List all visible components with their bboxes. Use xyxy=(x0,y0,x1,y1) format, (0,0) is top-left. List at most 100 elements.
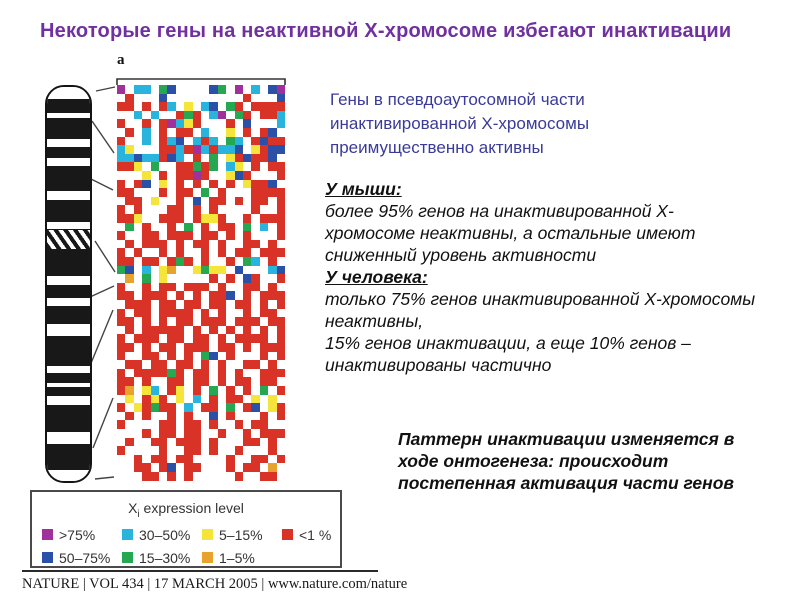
heatmap-cell xyxy=(259,308,269,318)
ideogram-band-black xyxy=(47,387,90,396)
heatmap-cell xyxy=(268,128,277,137)
ideogram-band-black xyxy=(47,147,90,158)
heatmap-cell xyxy=(243,377,252,386)
legend-label: 50–75% xyxy=(59,549,111,566)
heatmap-cell xyxy=(184,454,193,464)
heatmap-cell xyxy=(243,437,252,447)
heatmap-cell xyxy=(259,454,269,464)
heatmap-cell xyxy=(259,343,269,352)
heatmap-cell xyxy=(251,153,260,163)
heatmap-cell xyxy=(251,454,260,464)
heatmap-cell xyxy=(268,102,277,111)
heatmap-cell xyxy=(192,300,201,309)
heatmap-cell xyxy=(234,136,243,146)
ideogram-band-black xyxy=(47,118,90,139)
heatmap-cell xyxy=(268,446,277,455)
heatmap-cell xyxy=(125,214,134,223)
heatmap-cell xyxy=(201,162,210,171)
heatmap-cell xyxy=(226,231,235,240)
heatmap-cell xyxy=(175,377,185,386)
heatmap-cell xyxy=(226,128,235,137)
heatmap-cell xyxy=(184,420,193,429)
heatmap-cell xyxy=(192,291,201,300)
heatmap-cell xyxy=(159,119,168,128)
heatmap-cell xyxy=(133,368,143,378)
heatmap-cell xyxy=(175,360,185,369)
ideogram-band-white xyxy=(47,158,90,166)
heatmap-cell xyxy=(192,377,201,386)
heatmap-cell xyxy=(125,360,134,369)
heatmap-cell xyxy=(133,334,143,343)
heatmap-cell xyxy=(259,351,269,361)
heatmap-cell xyxy=(243,214,252,223)
heatmap-cell xyxy=(209,196,218,206)
heatmap-cell xyxy=(268,308,277,318)
heatmap-cell xyxy=(234,300,243,309)
heatmap-cell xyxy=(175,179,185,189)
legend-swatch xyxy=(282,529,293,541)
heatmap-cell xyxy=(209,291,218,300)
heatmap-cell xyxy=(150,196,159,206)
heatmap-cell xyxy=(159,282,168,292)
heatmap-cell xyxy=(159,317,168,326)
heatmap-cell xyxy=(217,343,227,352)
heatmap-cell xyxy=(142,429,151,438)
heatmap-cell xyxy=(159,102,168,111)
heatmap-cell xyxy=(192,110,201,120)
heatmap-cell xyxy=(159,308,168,318)
heatmap-cell xyxy=(217,300,227,309)
heatmap-cell xyxy=(117,136,126,146)
heatmap-cell xyxy=(125,188,134,197)
heatmap-cell xyxy=(217,248,227,257)
heatmap-cell xyxy=(125,162,134,171)
heatmap-cell xyxy=(184,257,193,266)
heatmap-cell xyxy=(184,171,193,180)
legend-title-x: X xyxy=(128,500,138,516)
heatmap-cell xyxy=(201,128,210,137)
heatmap-cell xyxy=(175,188,185,197)
heatmap-cell xyxy=(226,403,235,412)
heatmap-cell xyxy=(243,93,252,103)
heatmap-cell xyxy=(259,196,269,206)
heatmap-cell xyxy=(133,308,143,318)
heatmap-cell xyxy=(167,429,176,438)
legend-label: 1–5% xyxy=(219,549,255,566)
heatmap-cell xyxy=(142,257,151,266)
heatmap-cell xyxy=(175,386,185,395)
legend-item: 5–15% xyxy=(202,527,282,543)
heatmap-cell xyxy=(209,317,218,326)
heatmap-cell xyxy=(117,420,126,429)
heatmap-cell xyxy=(259,248,269,257)
heatmap-cell xyxy=(167,136,176,146)
ideogram-band-black xyxy=(47,405,90,432)
heatmap-cell xyxy=(209,162,218,171)
heatmap-cell xyxy=(276,300,285,309)
heatmap-cell xyxy=(117,343,126,352)
nature-citation: NATURE | VOL 434 | 17 MARCH 2005 | www.n… xyxy=(22,576,408,592)
heatmap-cell xyxy=(159,153,168,163)
heatmap-cell xyxy=(251,102,260,111)
heatmap-cell xyxy=(142,119,151,128)
heatmap-cell xyxy=(201,308,210,318)
heatmap-cell xyxy=(159,394,168,404)
heatmap-cell xyxy=(201,136,210,146)
pseudoautosomal-note-line: инактивированной Х-хромосомы xyxy=(330,114,590,133)
heatmap-cell xyxy=(268,472,277,481)
heatmap-cell xyxy=(133,162,143,171)
heatmap-cell xyxy=(251,145,260,154)
heatmap-cell xyxy=(159,420,168,429)
heatmap-cell xyxy=(276,231,285,240)
heatmap-cell xyxy=(268,136,277,146)
heatmap-cell xyxy=(192,368,201,378)
ontogeny-note-line: постепенная активация части генов xyxy=(398,473,734,493)
heatmap-cell xyxy=(184,145,193,154)
heatmap-cell xyxy=(175,437,185,447)
heatmap-cell xyxy=(192,196,201,206)
heatmap-cell xyxy=(226,162,235,171)
heatmap-cell xyxy=(243,128,252,137)
heatmap-cell xyxy=(243,300,252,309)
heatmap-cell xyxy=(226,136,235,146)
heatmap-cell xyxy=(251,257,260,266)
heatmap-cell xyxy=(259,110,269,120)
heatmap-cell xyxy=(201,368,210,378)
